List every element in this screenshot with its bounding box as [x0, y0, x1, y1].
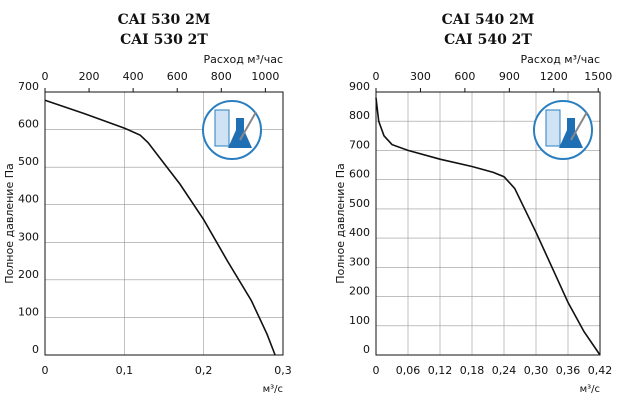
x2-tick-label: 1500 — [584, 70, 612, 83]
x-tick-label: 0,42 — [588, 364, 613, 377]
y-tick-label: 300 — [18, 230, 39, 243]
plot-frame — [44, 91, 284, 356]
x-tick-label: 0,2 — [195, 364, 213, 377]
y-tick-label: 600 — [349, 168, 370, 181]
x2-tick-label: 300 — [410, 70, 431, 83]
x-tick-label: 0 — [373, 364, 380, 377]
y-axis-label: Полное давление Па — [334, 163, 347, 283]
x2-tick-label: 200 — [79, 70, 100, 83]
y-axis-label: Полное давление Па — [3, 163, 16, 283]
x2-tick-label: 800 — [211, 70, 232, 83]
y-tick-label: 0 — [32, 343, 39, 356]
x-axis-label: м³/с — [580, 384, 600, 395]
chart-subtitle: CAI 540 2T — [444, 32, 532, 48]
y-tick-label: 400 — [349, 226, 370, 239]
x-tick-label: 0,36 — [556, 364, 581, 377]
x2-tick-label: 600 — [167, 70, 188, 83]
x-tick-label: 0,18 — [460, 364, 485, 377]
x-tick-label: 0,06 — [396, 364, 421, 377]
x2-tick-label: 900 — [499, 70, 520, 83]
y-tick-label: 600 — [18, 118, 39, 131]
curve — [44, 99, 276, 356]
x2-axis-label: Расход м³/час — [204, 53, 283, 66]
x-tick-label: 0 — [42, 364, 49, 377]
y-tick-label: 700 — [349, 138, 370, 151]
y-tick-label: 100 — [349, 314, 370, 327]
x-tick-label: 0,3 — [274, 364, 292, 377]
x-tick-label: 0,30 — [524, 364, 549, 377]
y-tick-label: 500 — [349, 197, 370, 210]
curve — [375, 97, 601, 356]
x-tick-label: 0,1 — [116, 364, 134, 377]
x-axis-label: м³/с — [263, 384, 283, 395]
plot-frame — [375, 91, 601, 356]
y-tick-label: 400 — [18, 193, 39, 206]
x-tick-label: 0,12 — [428, 364, 453, 377]
x2-tick-label: 600 — [454, 70, 475, 83]
y-tick-label: 500 — [18, 155, 39, 168]
icon — [202, 100, 262, 160]
chart-title: CAI 530 2M — [118, 12, 211, 28]
chart-subtitle: CAI 530 2T — [120, 32, 208, 48]
icon — [533, 100, 593, 160]
y-tick-label: 0 — [363, 343, 370, 356]
x2-tick-label: 0 — [373, 70, 380, 83]
x2-axis-label: Расход м³/час — [521, 53, 600, 66]
y-tick-label: 900 — [349, 80, 370, 93]
x2-tick-label: 1200 — [540, 70, 568, 83]
y-tick-label: 700 — [18, 80, 39, 93]
y-tick-label: 800 — [349, 109, 370, 122]
y-tick-label: 100 — [18, 305, 39, 318]
x2-tick-label: 0 — [42, 70, 49, 83]
y-tick-label: 300 — [349, 255, 370, 268]
x-tick-label: 0,24 — [492, 364, 517, 377]
y-tick-label: 200 — [18, 268, 39, 281]
chart-title: CAI 540 2M — [442, 12, 535, 28]
x2-tick-label: 1000 — [251, 70, 279, 83]
y-tick-label: 200 — [349, 285, 370, 298]
x2-tick-label: 400 — [123, 70, 144, 83]
